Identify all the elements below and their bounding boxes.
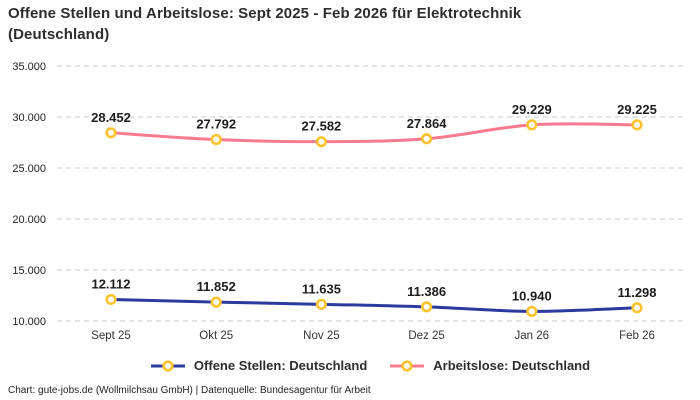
legend-marker-icon <box>401 359 413 372</box>
data-point-marker-arbeitslose-deutschland-sept-25[interactable] <box>105 127 117 139</box>
series-line-arbeitslose-deutschland <box>109 122 639 144</box>
chart-title: Offene Stellen und Arbeitslose: Sept 202… <box>8 5 522 43</box>
data-point-label: 11.635 <box>302 281 341 296</box>
data-point-label: 27.792 <box>196 117 236 132</box>
legend-label: Offene Stellen: Deutschland <box>193 358 368 373</box>
y-axis-tick-label: 35.000 <box>12 61 46 73</box>
data-point-marker-offene-stellen-deutschland-dez-25[interactable] <box>421 301 433 313</box>
legend-marker-icon <box>162 359 174 372</box>
y-axis-tick-label: 25.000 <box>12 163 46 175</box>
data-point-marker-arbeitslose-deutschland-dez-25[interactable] <box>421 133 433 145</box>
legend-label: Arbeitslose: Deutschland <box>433 358 591 373</box>
x-axis-tick-label: Feb 26 <box>619 330 655 342</box>
data-point-label: 11.386 <box>407 284 446 299</box>
data-point-label: 12.112 <box>91 276 130 291</box>
data-point-marker-offene-stellen-deutschland-sept-25[interactable] <box>105 293 117 306</box>
x-axis-tick-label: Nov 25 <box>303 330 339 342</box>
legend-swatch-icon <box>390 359 425 372</box>
data-point-label: 10.940 <box>512 288 552 303</box>
data-point-marker-arbeitslose-deutschland-feb-26[interactable] <box>631 119 643 131</box>
x-axis-tick-label: Dez 25 <box>408 330 444 342</box>
data-point-label: 27.864 <box>407 116 448 131</box>
legend-swatch-icon <box>150 359 185 372</box>
legend-item-arbeitslose-deutschland[interactable]: Arbeitslose: Deutschland <box>389 358 590 373</box>
data-point-label: 11.852 <box>197 279 236 294</box>
legend-item-offene-stellen-deutschland[interactable]: Offene Stellen: Deutschland <box>150 358 367 373</box>
data-point-marker-offene-stellen-deutschland-jan-26[interactable] <box>526 305 538 318</box>
data-point-label: 29.229 <box>512 102 552 117</box>
data-point-marker-offene-stellen-deutschland-nov-25[interactable] <box>315 298 328 310</box>
data-point-marker-arbeitslose-deutschland-jan-26[interactable] <box>526 119 538 131</box>
data-point-label: 27.582 <box>302 119 342 134</box>
data-point-label: 11.298 <box>617 285 656 300</box>
data-point-marker-offene-stellen-deutschland-okt-25[interactable] <box>210 296 222 308</box>
y-axis-tick-label: 20.000 <box>12 214 46 226</box>
data-point-marker-arbeitslose-deutschland-nov-25[interactable] <box>315 136 328 148</box>
data-point-marker-offene-stellen-deutschland-feb-26[interactable] <box>631 302 643 314</box>
x-axis-tick-label: Sept 25 <box>91 330 131 342</box>
x-axis-tick-label: Jan 26 <box>515 330 550 342</box>
data-point-label: 28.452 <box>91 110 131 125</box>
data-point-label: 29.225 <box>617 102 657 117</box>
y-axis-tick-label: 15.000 <box>12 265 46 277</box>
x-axis-tick-label: Okt 25 <box>199 330 233 342</box>
chart-footer-credit: Chart: gute-jobs.de (Wollmilchsau GmbH) … <box>8 385 371 396</box>
y-axis-tick-label: 10.000 <box>12 316 46 328</box>
y-axis-tick-label: 30.000 <box>12 112 46 124</box>
legend: Offene Stellen: Deutschland Arbeitslose: … <box>40 358 700 373</box>
data-point-marker-arbeitslose-deutschland-okt-25[interactable] <box>210 133 222 146</box>
series-line-offene-stellen-deutschland <box>109 297 639 313</box>
